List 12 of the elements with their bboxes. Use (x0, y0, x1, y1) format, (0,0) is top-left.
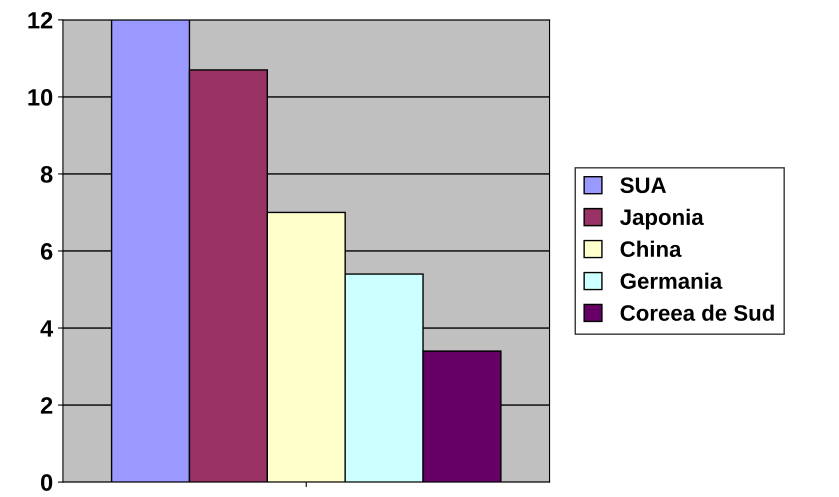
legend-label: Coreea de Sud (620, 304, 774, 321)
y-tick-label: 10 (28, 88, 52, 106)
y-tick-label: 8 (40, 166, 52, 183)
legend-label: SUA (620, 177, 666, 194)
y-tick-label: 6 (40, 243, 52, 260)
y-tick-label: 12 (28, 12, 52, 28)
legend-label: China (620, 240, 682, 258)
y-tick-label: 4 (40, 320, 54, 337)
y-tick-label: 0 (41, 474, 52, 491)
legend-label: Japonia (620, 208, 704, 230)
legend-label: Germania (620, 272, 722, 289)
y-tick-label: 2 (40, 397, 52, 414)
